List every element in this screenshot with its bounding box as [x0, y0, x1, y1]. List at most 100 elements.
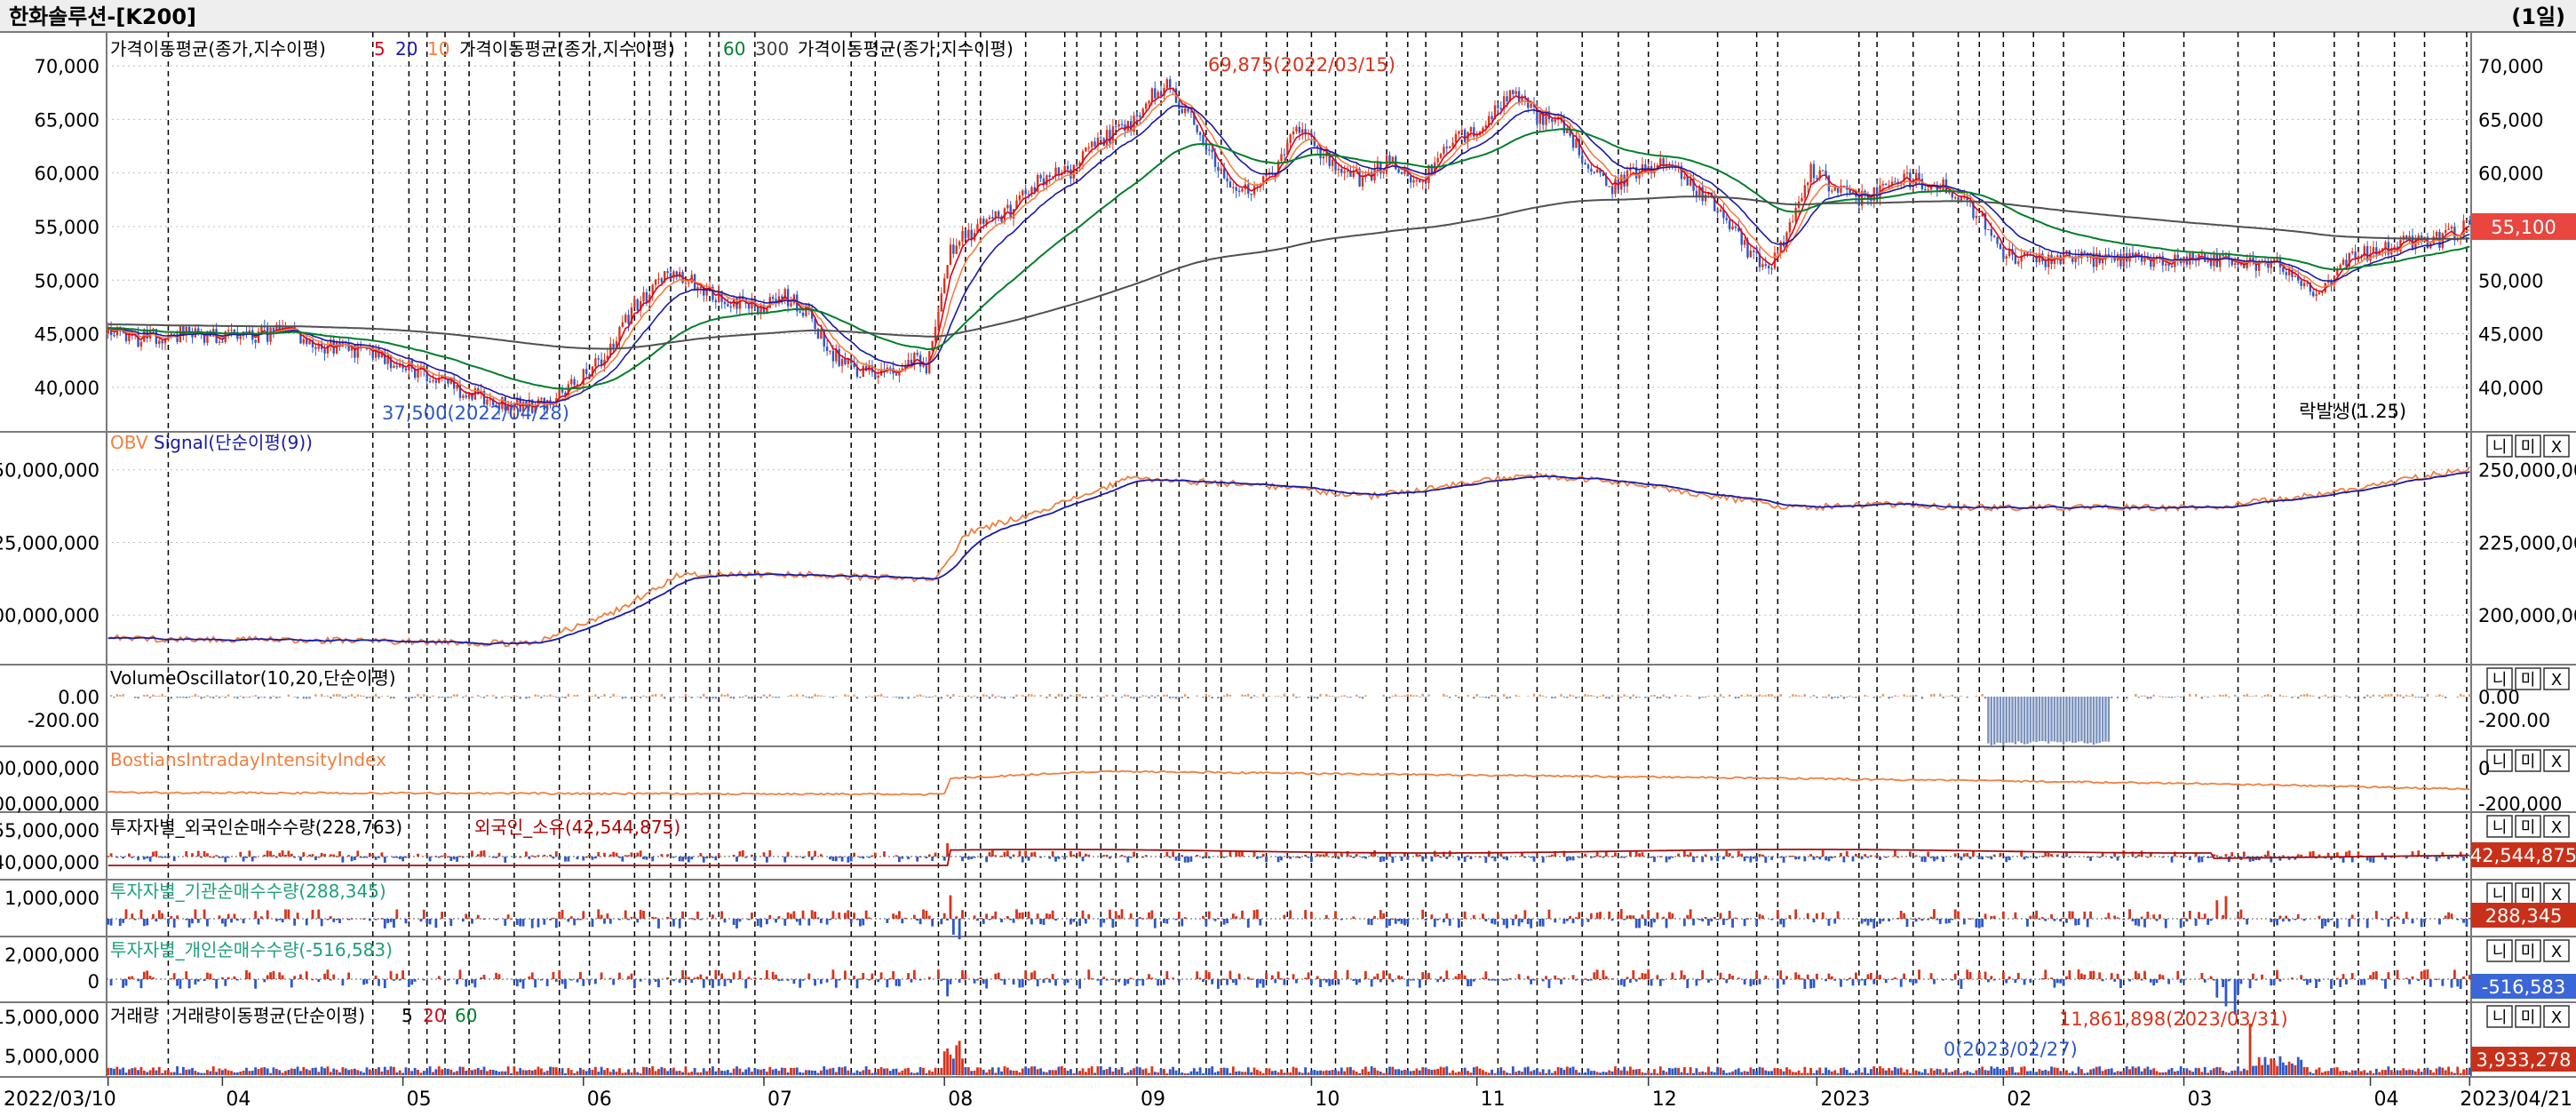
candle-body — [534, 406, 537, 413]
panel-button[interactable]: 미 — [2515, 1005, 2541, 1028]
investor-bar — [1403, 919, 1406, 926]
volosc-bar — [1957, 697, 1960, 699]
candle-body — [438, 378, 441, 383]
panel-button[interactable]: 니 — [2486, 749, 2513, 772]
volosc-bar — [1445, 695, 1449, 697]
investor-bar — [284, 855, 287, 857]
candle-body — [495, 404, 497, 407]
investor-bar — [170, 978, 173, 980]
volosc-bar — [660, 694, 664, 697]
investor-bar — [437, 976, 441, 979]
panel-button[interactable]: 니 — [2486, 815, 2513, 838]
volosc-bar — [864, 697, 868, 698]
investor-bar — [1036, 979, 1039, 987]
volume-bar — [220, 1070, 224, 1075]
investor-bar — [1352, 979, 1356, 982]
candle-body — [591, 366, 594, 377]
investor-bar — [1682, 919, 1686, 927]
volume-bar — [1764, 1070, 1768, 1075]
investor-bar — [2453, 969, 2456, 979]
volume-bar — [1439, 1066, 1443, 1075]
x-axis-label: 10 — [1315, 1088, 1340, 1111]
volume-bar — [1879, 1066, 1881, 1075]
volume-bar — [1803, 1066, 1807, 1075]
volume-bar — [2134, 1067, 2137, 1075]
investor-bar — [2239, 909, 2243, 919]
candle-body — [1927, 189, 1929, 191]
volume-bar — [356, 1070, 360, 1075]
panel-button[interactable]: 니 — [2486, 434, 2513, 458]
investor-bar — [1536, 854, 1538, 857]
investor-bar — [849, 857, 853, 862]
investor-bar — [250, 857, 254, 862]
volume-bar — [630, 1072, 633, 1075]
candle-body — [2351, 251, 2354, 253]
panel-button[interactable]: X — [2543, 749, 2570, 772]
investor-bar — [1746, 918, 1749, 920]
panel-button[interactable]: X — [2543, 882, 2570, 905]
investor-bar — [2224, 854, 2228, 857]
investor-bar — [1502, 979, 1506, 981]
investor-bar — [2462, 919, 2465, 923]
investor-bar — [1879, 975, 1881, 979]
volosc-bar — [1532, 693, 1536, 697]
panel-button[interactable]: 미 — [2515, 667, 2541, 690]
investor-bar — [148, 976, 152, 979]
investor-bar — [918, 919, 922, 925]
panel-button[interactable]: 니 — [2486, 1005, 2513, 1028]
volume-bar — [759, 1069, 763, 1075]
investor-bar — [988, 919, 991, 921]
investor-bar — [1150, 910, 1154, 919]
panel-button[interactable]: X — [2543, 939, 2570, 962]
panel-button[interactable]: X — [2543, 815, 2570, 838]
investor-bar — [588, 854, 591, 857]
investor-bar — [2098, 857, 2102, 858]
panel-button[interactable]: X — [2543, 434, 2570, 458]
volume-bar — [1129, 1070, 1133, 1075]
investor-bar — [2242, 851, 2246, 857]
investor-bar — [873, 852, 877, 857]
investor-bar — [2155, 919, 2159, 921]
volume-bar — [1493, 1072, 1497, 1075]
investor-bar — [1857, 979, 1861, 983]
investor-bar — [1860, 857, 1864, 860]
investor-bar — [1713, 916, 1716, 919]
candle-body — [371, 347, 374, 358]
volume-bar — [230, 1071, 233, 1075]
volosc-bar — [218, 697, 221, 698]
volosc-bar — [2020, 697, 2023, 744]
volosc-bar — [594, 694, 597, 697]
panel-button[interactable]: 미 — [2515, 939, 2541, 962]
investor-bar — [1929, 973, 1933, 979]
volume-bar — [489, 1069, 492, 1075]
volume-bar — [296, 1066, 299, 1075]
volosc-bar — [1737, 697, 1740, 698]
candle-body — [1295, 126, 1298, 132]
panel-button[interactable]: X — [2543, 1005, 2570, 1028]
investor-bar — [350, 857, 354, 862]
price-legend-item: 가격이동평균(종가,지수이평) — [798, 38, 1014, 60]
panel-button[interactable]: 니 — [2486, 882, 2513, 905]
panel-button[interactable]: X — [2543, 667, 2570, 690]
foreign-badge: 42,544,875 — [2470, 842, 2576, 867]
panel-button[interactable]: 니 — [2486, 667, 2513, 690]
volosc-bar — [239, 695, 242, 697]
candle-body — [1181, 108, 1183, 114]
panel-button[interactable]: 니 — [2486, 939, 2513, 962]
volosc-bar — [1364, 695, 1367, 697]
panel-button[interactable]: 미 — [2515, 749, 2541, 772]
panel-button[interactable]: 미 — [2515, 815, 2541, 838]
volume-bar — [1220, 1067, 1223, 1075]
candle-body — [1189, 111, 1193, 113]
candle-body — [239, 336, 242, 339]
volosc-bar — [413, 697, 417, 698]
panel-button[interactable]: 미 — [2515, 882, 2541, 905]
investor-bar — [1012, 854, 1015, 857]
investor-bar — [471, 850, 473, 857]
volosc-bar — [2126, 697, 2128, 699]
volume-bar — [1187, 1072, 1189, 1075]
volosc-bar — [1310, 695, 1313, 697]
investor-bar — [235, 979, 239, 981]
investor-bar — [1920, 857, 1924, 862]
panel-button[interactable]: 미 — [2515, 434, 2541, 458]
